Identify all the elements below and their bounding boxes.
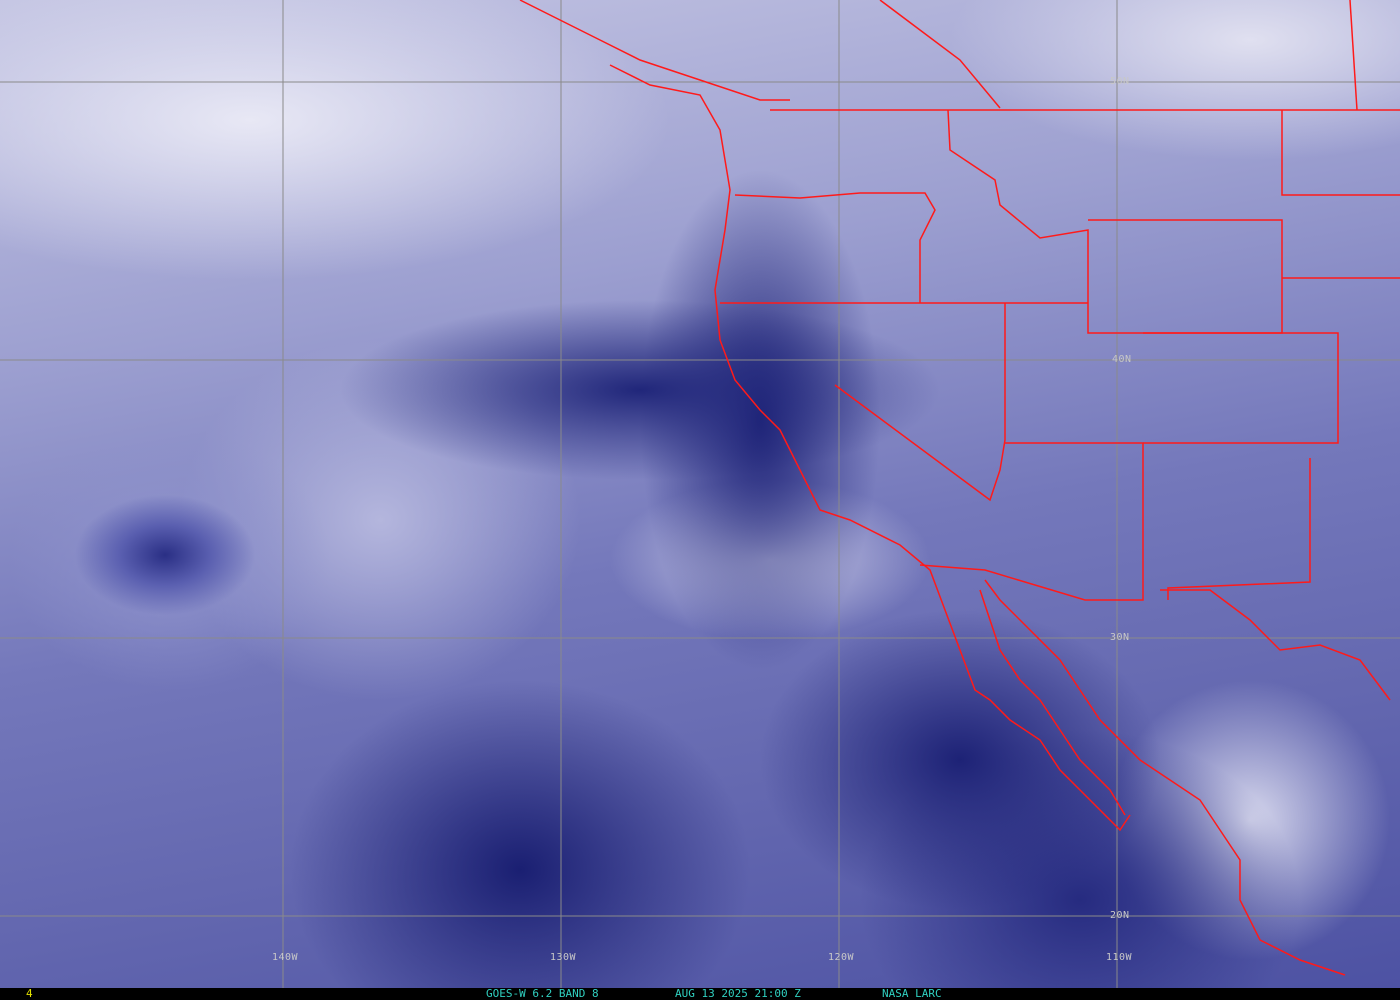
lon-label-110w: 110W [1106,952,1133,963]
source-label: NASA LARC [882,987,942,1000]
footer-bar: 4 GOES-W 6.2 BAND 8 AUG 13 2025 21:00 Z … [0,987,1400,1000]
lat-label-50n: 50N [1110,76,1130,87]
product-label: GOES-W 6.2 BAND 8 [486,987,599,1000]
lat-label-40n: 40N [1112,354,1132,365]
coastline [609,64,1131,832]
political-borders [519,0,1400,976]
idaho-border [947,109,1283,334]
mainland-coast-mexico [984,579,1346,976]
lon-label-120w: 120W [828,952,855,963]
or-wa-border [734,192,936,303]
nm-border [1143,332,1339,444]
baja-coast [979,589,1126,816]
montana-border [1281,110,1400,196]
lat-label-20n: 20N [1110,910,1130,921]
nd-border [1349,0,1358,111]
lon-label-140w: 140W [272,952,299,963]
nm-az-south [1167,458,1311,600]
ca-nv-border [834,303,1006,502]
lat-label-30n: 30N [1110,632,1130,643]
mexico-coast-east [1160,589,1391,701]
az-border [919,442,1144,601]
canada-inland-border [879,0,1001,109]
datetime-label: AUG 13 2025 21:00 Z [675,987,801,1000]
lon-label-130w: 130W [550,952,577,963]
bc-coast [519,0,790,101]
frame-number: 4 [26,987,33,1000]
